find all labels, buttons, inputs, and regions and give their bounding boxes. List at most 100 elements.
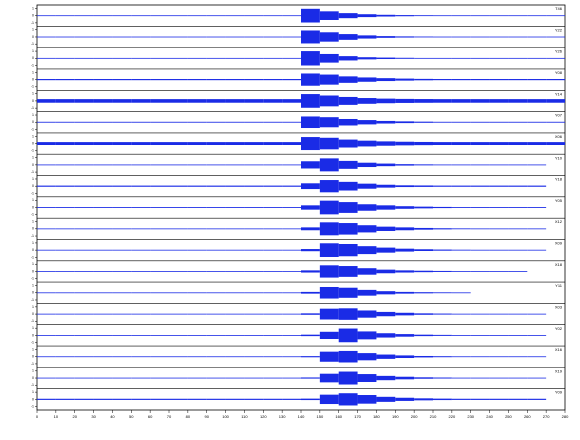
trace-segment (37, 99, 56, 103)
trace-segment (225, 185, 245, 187)
trace-segment (489, 36, 509, 38)
trace-segment (55, 36, 75, 38)
y-tick-label: -1 (31, 255, 34, 259)
trace-segment (319, 117, 339, 128)
trace-segment (206, 398, 226, 400)
x-tick-label: 230 (467, 414, 474, 419)
trace-segment (74, 15, 94, 17)
trace-segment (93, 207, 113, 208)
trace-segment (338, 160, 358, 169)
trace-segment (93, 313, 113, 315)
trace-segment (301, 51, 320, 66)
trace-segment (282, 207, 301, 208)
trace-segment (470, 57, 490, 59)
trace-segment (131, 99, 151, 103)
trace-segment (357, 310, 377, 318)
trace-segment (225, 121, 245, 123)
trace-segment (508, 335, 528, 336)
trace-segment (206, 249, 226, 251)
trace-segment (395, 15, 415, 17)
station-label: X09 (555, 241, 563, 246)
x-tick-label: 130 (279, 414, 286, 419)
trace-segment (527, 142, 547, 145)
trace-segment (433, 99, 452, 103)
trace-segment (301, 8, 320, 23)
trace-segment (527, 121, 547, 123)
trace-segment (319, 222, 339, 236)
y-tick-label: 0 (32, 312, 34, 316)
trace-segment (508, 207, 528, 208)
y-tick-label: -1 (31, 21, 34, 25)
trace-segment (37, 377, 56, 379)
trace-segment (187, 249, 207, 251)
trace-segment (508, 185, 528, 187)
trace-segment (338, 223, 358, 235)
y-tick-label: 1 (32, 369, 34, 373)
trace-segment (395, 36, 415, 38)
trace-segment (433, 36, 452, 38)
trace-segment (206, 377, 226, 379)
trace-segment (225, 377, 245, 379)
trace-segment (263, 228, 283, 230)
trace-segment (112, 292, 132, 294)
trace-segment (319, 265, 339, 278)
y-tick-label: 0 (32, 56, 34, 60)
trace-segment (74, 377, 94, 379)
station-label: X18 (555, 262, 563, 267)
trace-segment (433, 313, 452, 315)
trace-segment (546, 36, 565, 38)
trace-segment (244, 36, 264, 38)
trace-segment (470, 15, 490, 17)
trace-segment (169, 228, 188, 230)
trace-segment (433, 398, 452, 401)
x-tick-label: 50 (129, 414, 134, 419)
station-label: Y05 (555, 198, 563, 203)
trace-segment (112, 15, 132, 17)
trace-segment (508, 249, 528, 251)
trace-segment (263, 335, 283, 336)
trace-segment (37, 185, 56, 187)
trace-segment (508, 313, 528, 315)
y-tick-label: 0 (32, 355, 34, 359)
trace-segment (225, 36, 245, 38)
trace-segment (37, 36, 56, 38)
trace-segment (131, 313, 151, 315)
trace-segment (55, 207, 75, 208)
trace-segment (55, 185, 75, 187)
trace-segment (37, 335, 56, 336)
x-tick-label: 200 (411, 414, 418, 419)
trace-segment (301, 161, 320, 169)
trace-segment (433, 334, 452, 336)
trace-segment (282, 142, 301, 145)
trace-segment (169, 377, 188, 379)
trace-segment (55, 292, 75, 294)
trace-segment (225, 313, 245, 315)
trace-segment (55, 313, 75, 315)
x-tick-label: 40 (110, 414, 115, 419)
trace-segment (244, 99, 264, 103)
trace-segment (338, 266, 358, 277)
trace-segment (338, 243, 358, 257)
trace-segment (225, 249, 245, 251)
trace-segment (187, 377, 207, 379)
trace-segment (489, 249, 509, 251)
trace-segment (319, 137, 339, 150)
trace-segment (527, 398, 547, 400)
trace-segment (131, 271, 151, 272)
trace-segment (433, 142, 452, 145)
y-tick-label: -1 (31, 106, 34, 110)
trace-segment (282, 398, 301, 400)
trace-segment (93, 335, 113, 336)
trace-segment (187, 79, 207, 81)
trace-segment (169, 313, 188, 315)
trace-segment (244, 185, 264, 187)
trace-segment (357, 35, 377, 39)
trace-segment (414, 355, 433, 358)
y-tick-label: -1 (31, 234, 34, 238)
trace-segment (112, 99, 132, 103)
y-tick-label: 0 (32, 205, 34, 209)
y-tick-label: 1 (32, 156, 34, 160)
y-tick-label: 0 (32, 376, 34, 380)
trace-segment (244, 249, 264, 251)
trace-segment (74, 207, 94, 208)
